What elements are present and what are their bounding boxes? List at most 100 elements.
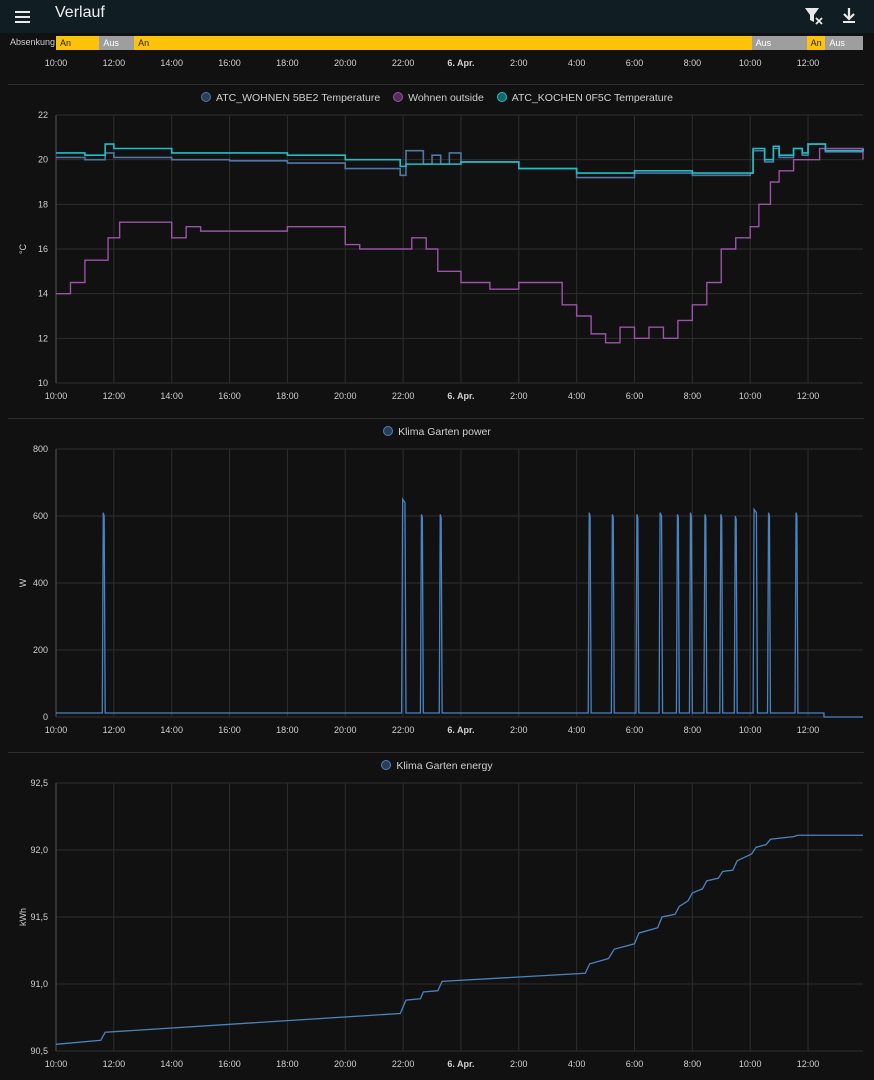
series-line-energy [55,834,863,1045]
x-tick-label: 2:00 [510,1059,528,1069]
x-tick-label: 2:00 [510,725,528,735]
time-tick-label: 4:00 [567,58,586,68]
x-tick-label: 12:00 [103,1059,126,1069]
y-tick-label: 10 [38,378,48,388]
x-tick-label: 18:00 [276,725,299,735]
x-tick-label: 6. Apr. [447,391,474,401]
timeline-segment[interactable]: Aus [99,36,135,50]
menu-icon[interactable] [10,4,36,28]
time-tick-label: 12:00 [796,58,820,68]
y-axis-label: °C [18,243,28,254]
y-axis-label: W [18,578,28,587]
time-tick-label: 22:00 [391,58,415,68]
x-tick-label: 10:00 [739,391,762,401]
time-tick-label: 6:00 [625,58,644,68]
y-tick-label: 600 [33,511,48,521]
grid [55,782,863,1052]
x-tick-label: 10:00 [739,725,762,735]
x-tick-label: 20:00 [334,1059,357,1069]
y-tick-label: 91,0 [30,979,48,989]
time-tick-label: 8:00 [683,58,702,68]
y-tick-label: 16 [38,244,48,254]
x-tick-label: 16:00 [218,725,241,735]
timeline-row: Absenkung An Aus An Aus An Aus [0,36,874,50]
x-tick-label: 12:00 [797,391,820,401]
time-tick-label: 16:00 [218,58,241,68]
energy-chart: 90,5 91,0 91,5 92,0 92,5 10:00 12:00 14:00 16:00… [18,778,863,1069]
y-tick-label: 0 [43,712,48,722]
x-tick-label: 8:00 [684,391,702,401]
legend-wohnen[interactable]: ATC_WOHNEN 5BE2 Temperature [201,92,380,104]
x-tick-label: 18:00 [276,391,299,401]
y-axis-label: kWh [18,908,28,926]
time-tick-label: 2:00 [510,58,528,68]
power-chart: 0 200 400 600 800 10:00 12:00 14:00 16:00 18:00 20… [18,444,863,735]
x-tick-label: 6:00 [626,1059,644,1069]
time-tick-label: 20:00 [333,58,357,68]
time-tick-label: 6. Apr. [447,58,475,68]
grid [55,448,863,718]
x-tick-label: 6. Apr. [447,725,474,735]
x-tick-label: 16:00 [218,391,241,401]
time-tick-label: 10:00 [738,58,762,68]
energy-legend: Klima Garten energy [0,760,874,772]
legend-dot-icon [381,760,392,770]
y-tick-label: 14 [38,289,48,299]
legend-kochen[interactable]: ATC_KOCHEN 0F5C Temperature [496,92,673,104]
x-tick-label: 12:00 [797,725,820,735]
timeline-segment[interactable]: An [56,36,100,50]
x-tick-label: 2:00 [510,391,528,401]
time-tick-label: 18:00 [276,58,299,68]
x-tick-label: 6:00 [626,391,644,401]
y-tick-label: 800 [33,444,48,454]
x-tick-label: 4:00 [568,1059,586,1069]
x-tick-label: 8:00 [684,1059,702,1069]
y-tick-label: 200 [33,645,48,655]
y-tick-label: 91,5 [30,912,48,922]
x-tick-label: 14:00 [160,1059,183,1069]
temperature-legend: ATC_WOHNEN 5BE2 Temperature Wohnen outsi… [0,92,874,104]
y-tick-label: 400 [33,578,48,588]
timeline-segment[interactable]: Aus [751,36,807,50]
timeline-segment[interactable]: An [806,36,826,50]
timeline-axis: 10:00 12:00 14:00 16:00 18:00 20:00 22:00 6. Ap… [0,56,874,72]
filter-remove-icon[interactable] [801,4,827,28]
series-line-kochen [56,143,864,174]
legend-outside[interactable]: Wohnen outside [393,92,484,104]
x-tick-label: 12:00 [103,391,126,401]
x-tick-label: 18:00 [276,1059,299,1069]
x-tick-label: 22:00 [392,1059,415,1069]
x-tick-label: 4:00 [568,725,586,735]
timeline-segment[interactable]: Aus [825,36,863,50]
legend-dot-icon [496,92,507,102]
y-tick-label: 12 [38,333,48,343]
download-icon[interactable] [836,4,862,28]
x-tick-label: 6:00 [626,725,644,735]
x-tick-label: 10:00 [45,725,68,735]
y-tick-label: 22 [38,110,48,120]
series-line-power [56,497,863,718]
x-tick-label: 6. Apr. [447,1059,474,1069]
x-tick-label: 10:00 [739,1059,762,1069]
x-tick-label: 22:00 [392,391,415,401]
x-tick-label: 4:00 [568,391,586,401]
x-tick-label: 16:00 [218,1059,241,1069]
legend-energy[interactable]: Klima Garten energy [381,760,493,772]
timeline-segment[interactable]: An [134,36,752,50]
x-tick-label: 12:00 [103,725,126,735]
legend-dot-icon [393,92,404,102]
y-tick-label: 92,5 [30,778,48,788]
legend-power[interactable]: Klima Garten power [383,426,491,438]
x-tick-label: 22:00 [392,725,415,735]
timeline-label: Absenkung [10,37,56,47]
y-tick-label: 18 [38,199,48,209]
x-tick-label: 10:00 [45,391,68,401]
time-tick-label: 12:00 [102,58,126,68]
x-tick-label: 10:00 [45,1059,68,1069]
x-tick-label: 20:00 [334,391,357,401]
y-tick-label: 20 [38,155,48,165]
divider [8,752,864,753]
page-title: Verlauf [55,4,105,21]
y-tick-label: 92,0 [30,845,48,855]
app-toolbar: Verlauf [0,0,874,33]
